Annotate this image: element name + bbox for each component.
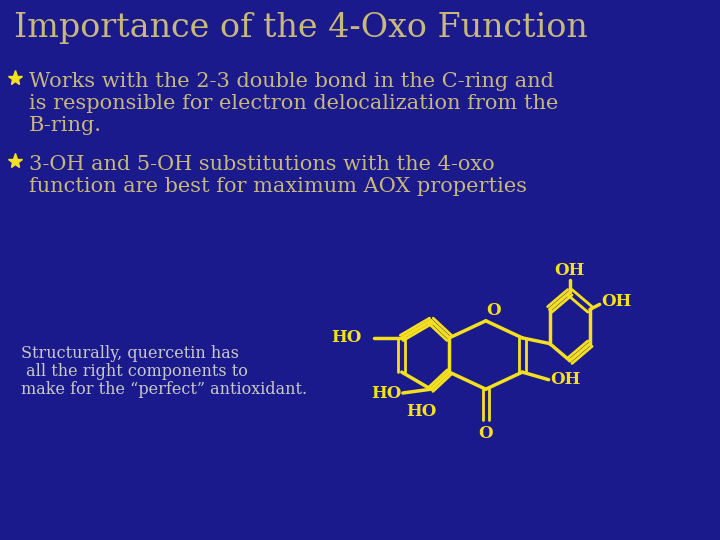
Text: 3-OH and 5-OH substitutions with the 4-oxo: 3-OH and 5-OH substitutions with the 4-o… <box>29 155 495 174</box>
Text: Importance of the 4-Oxo Function: Importance of the 4-Oxo Function <box>14 12 588 44</box>
Text: function are best for maximum AOX properties: function are best for maximum AOX proper… <box>29 177 527 196</box>
Text: OH: OH <box>554 262 585 279</box>
Text: Structurally, quercetin has: Structurally, quercetin has <box>21 345 239 362</box>
Text: HO: HO <box>372 384 402 402</box>
Text: OH: OH <box>602 293 632 310</box>
Text: HO: HO <box>330 329 361 346</box>
Text: O: O <box>486 302 501 319</box>
Text: HO: HO <box>406 403 436 420</box>
Text: is responsible for electron delocalization from the: is responsible for electron delocalizati… <box>29 94 558 113</box>
Text: O: O <box>479 425 493 442</box>
Text: make for the “perfect” antioxidant.: make for the “perfect” antioxidant. <box>21 381 307 398</box>
Text: all the right components to: all the right components to <box>21 363 248 380</box>
Text: Works with the 2-3 double bond in the C-ring and: Works with the 2-3 double bond in the C-… <box>29 72 554 91</box>
Text: OH: OH <box>550 371 580 388</box>
Text: B-ring.: B-ring. <box>29 116 102 135</box>
